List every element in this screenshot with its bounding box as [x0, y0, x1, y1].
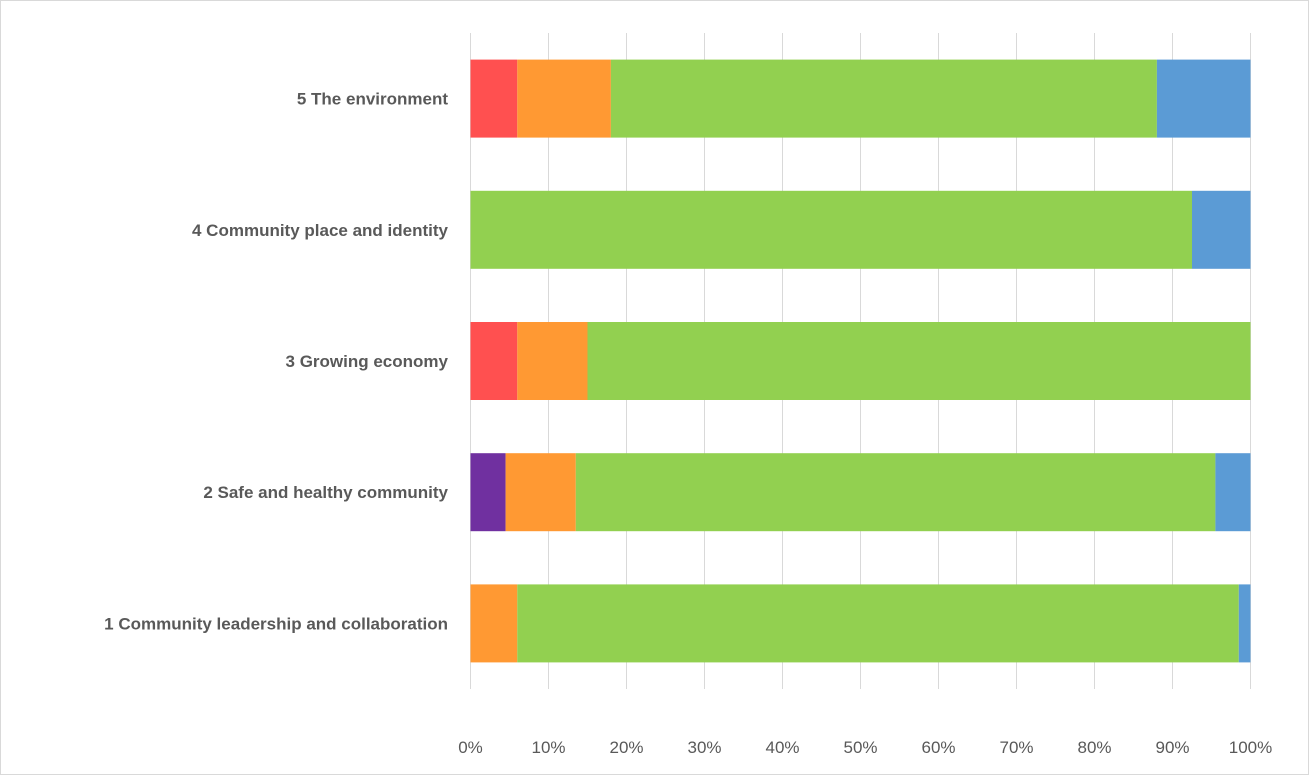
bar-segment — [610, 59, 1157, 138]
bar-segment — [470, 322, 518, 400]
category-label: 5 The environment — [297, 90, 448, 109]
category-labels: 1 Community leadership and collaboration… — [104, 90, 448, 634]
bar-segment — [517, 584, 1239, 663]
bar-segment — [575, 453, 1216, 532]
x-tick-label: 100% — [1229, 738, 1272, 757]
bar-segment — [587, 322, 1251, 400]
bar-segment — [517, 59, 611, 138]
bar-segment — [505, 453, 576, 532]
x-tick-label: 60% — [921, 738, 955, 757]
bar-segment — [1215, 453, 1251, 532]
x-tick-label: 80% — [1077, 738, 1111, 757]
category-label: 1 Community leadership and collaboration — [104, 614, 448, 633]
bar-segment — [517, 322, 588, 400]
category-label: 3 Growing economy — [286, 352, 449, 371]
x-tick-label: 50% — [843, 738, 877, 757]
x-tick-label: 90% — [1155, 738, 1189, 757]
bar-segment — [1238, 584, 1251, 663]
x-tick-label: 0% — [458, 738, 483, 757]
category-label: 4 Community place and identity — [192, 221, 449, 240]
x-tick-label: 40% — [765, 738, 799, 757]
x-tick-labels: 0% 10% 20% 30% 40% 50% 60% 70% 80% 90% 100% — [458, 738, 1272, 757]
x-tick-label: 70% — [999, 738, 1033, 757]
bar-segment — [470, 584, 518, 663]
x-tick-label: 20% — [609, 738, 643, 757]
x-tick-label: 10% — [531, 738, 565, 757]
category-label: 2 Safe and healthy community — [203, 483, 448, 502]
x-tick-label: 30% — [687, 738, 721, 757]
bar-segment — [470, 453, 506, 532]
bar-segment — [1192, 190, 1251, 269]
bar-segment — [470, 59, 518, 138]
bar-segment — [470, 190, 1192, 269]
bars — [470, 59, 1251, 663]
bar-segment — [1156, 59, 1251, 138]
